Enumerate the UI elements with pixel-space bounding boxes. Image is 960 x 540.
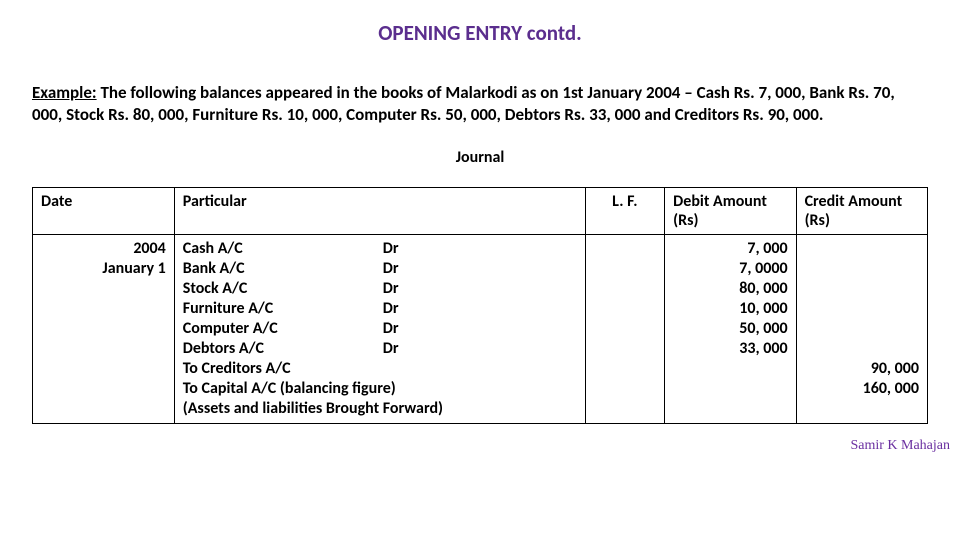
col-header-credit: Credit Amount (Rs) [796, 188, 927, 235]
credit-blank [805, 239, 919, 259]
credit-blank [805, 299, 919, 319]
credit-blank [805, 319, 919, 339]
dr-marker: Dr [383, 319, 577, 339]
debit-value: 7, 0000 [673, 259, 787, 279]
account-name: Computer A/C [183, 319, 383, 339]
lf-cell [585, 235, 665, 424]
debit-value: 80, 000 [673, 279, 787, 299]
dr-marker: Dr [383, 259, 577, 279]
col-header-date: Date [33, 188, 175, 235]
credit-blank [805, 279, 919, 299]
table-header-row: Date Particular L. F. Debit Amount (Rs) … [33, 188, 928, 235]
table-row: 2004 January 1 Cash A/CDrBank A/CDrStock… [33, 235, 928, 424]
col-header-lf: L. F. [585, 188, 665, 235]
debit-value: 50, 000 [673, 319, 787, 339]
author-footer: Samir K Mahajan [0, 438, 960, 454]
credit-value: 90, 000 [805, 359, 919, 379]
dr-marker: Dr [383, 279, 577, 299]
example-body: The following balances appeared in the b… [32, 82, 895, 125]
entry-day: January 1 [41, 259, 166, 279]
debit-value: 7, 000 [673, 239, 787, 259]
particulars-cell: Cash A/CDrBank A/CDrStock A/CDrFurniture… [183, 239, 577, 419]
particulars-line: To Creditors A/C [183, 359, 577, 379]
credit-blank [805, 339, 919, 359]
account-name: Furniture A/C [183, 299, 383, 319]
credit-value: 160, 000 [805, 379, 919, 399]
page-title: OPENING ENTRY contd. [32, 20, 928, 46]
debit-value: 10, 000 [673, 299, 787, 319]
example-lead: Example: [32, 82, 97, 103]
col-header-particular: Particular [174, 188, 585, 235]
account-name: Debtors A/C [183, 339, 383, 359]
debit-value: 33, 000 [673, 339, 787, 359]
col-header-debit: Debit Amount (Rs) [665, 188, 796, 235]
dr-marker: Dr [383, 339, 577, 359]
journal-table: Date Particular L. F. Debit Amount (Rs) … [32, 187, 928, 424]
account-name: Cash A/C [183, 239, 383, 259]
dr-marker: Dr [383, 239, 577, 259]
example-text: Example: The following balances appeared… [32, 82, 928, 126]
account-name: Stock A/C [183, 279, 383, 299]
dr-marker: Dr [383, 299, 577, 319]
account-name: Bank A/C [183, 259, 383, 279]
particulars-line: (Assets and liabilities Brought Forward) [183, 399, 577, 419]
credit-cell: 90, 000160, 000 [805, 239, 919, 399]
entry-year: 2004 [41, 239, 166, 259]
debit-cell: 7, 0007, 000080, 00010, 00050, 00033, 00… [673, 239, 787, 359]
journal-label: Journal [32, 148, 928, 167]
credit-blank [805, 259, 919, 279]
particulars-line: To Capital A/C (balancing figure) [183, 379, 577, 399]
